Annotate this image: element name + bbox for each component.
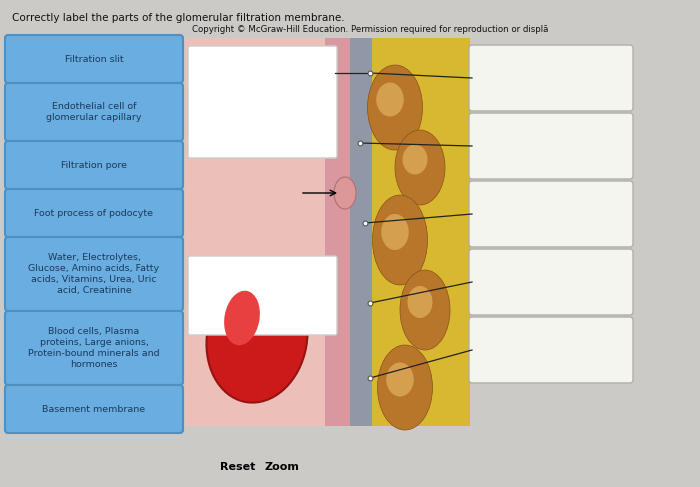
- FancyBboxPatch shape: [5, 385, 183, 433]
- Text: Reset: Reset: [220, 462, 256, 472]
- Text: Blood cells, Plasma
proteins, Large anions,
Protein-bound minerals and
hormones: Blood cells, Plasma proteins, Large anio…: [28, 327, 160, 369]
- Bar: [325, 38, 355, 426]
- FancyBboxPatch shape: [5, 141, 183, 189]
- Bar: [370, 38, 470, 426]
- Ellipse shape: [382, 214, 409, 250]
- Text: Basement membrane: Basement membrane: [43, 405, 146, 413]
- Text: Copyright © McGraw-Hill Education. Permission required for reproduction or displ: Copyright © McGraw-Hill Education. Permi…: [192, 25, 548, 34]
- FancyBboxPatch shape: [5, 311, 183, 385]
- Ellipse shape: [368, 65, 423, 150]
- FancyBboxPatch shape: [469, 45, 633, 111]
- FancyBboxPatch shape: [469, 113, 633, 179]
- FancyBboxPatch shape: [188, 256, 337, 335]
- FancyBboxPatch shape: [5, 83, 183, 141]
- FancyBboxPatch shape: [188, 46, 337, 158]
- Ellipse shape: [402, 145, 428, 174]
- Ellipse shape: [377, 82, 404, 116]
- FancyBboxPatch shape: [469, 249, 633, 315]
- FancyBboxPatch shape: [5, 35, 183, 83]
- FancyBboxPatch shape: [5, 237, 183, 311]
- Ellipse shape: [206, 273, 307, 403]
- Ellipse shape: [372, 195, 428, 285]
- Ellipse shape: [377, 345, 433, 430]
- Text: Filtration slit: Filtration slit: [64, 55, 123, 63]
- FancyBboxPatch shape: [469, 317, 633, 383]
- FancyBboxPatch shape: [5, 189, 183, 237]
- Bar: [185, 38, 470, 426]
- Text: Foot process of podocyte: Foot process of podocyte: [34, 208, 153, 218]
- Ellipse shape: [334, 177, 356, 209]
- Text: Endothelial cell of
glomerular capillary: Endothelial cell of glomerular capillary: [46, 102, 141, 122]
- Text: Water, Electrolytes,
Glucose, Amino acids, Fatty
acids, Vitamins, Urea, Uric
aci: Water, Electrolytes, Glucose, Amino acid…: [29, 253, 160, 295]
- Text: Correctly label the parts of the glomerular filtration membrane.: Correctly label the parts of the glomeru…: [12, 13, 344, 23]
- FancyBboxPatch shape: [469, 181, 633, 247]
- Bar: [350, 38, 372, 426]
- Ellipse shape: [395, 130, 445, 205]
- Ellipse shape: [224, 291, 260, 345]
- Ellipse shape: [400, 270, 450, 350]
- Text: Filtration pore: Filtration pore: [61, 161, 127, 169]
- Ellipse shape: [386, 362, 414, 396]
- Text: Zoom: Zoom: [265, 462, 300, 472]
- Ellipse shape: [407, 286, 433, 318]
